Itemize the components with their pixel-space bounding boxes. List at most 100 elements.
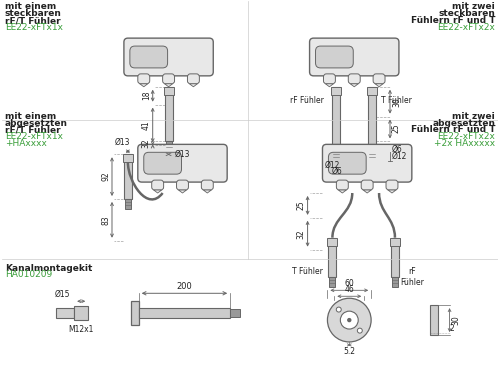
Bar <box>139 308 230 318</box>
Text: 5.2: 5.2 <box>344 347 355 356</box>
Text: EE22-xFTx1x: EE22-xFTx1x <box>5 132 63 142</box>
Polygon shape <box>190 84 198 87</box>
Polygon shape <box>154 190 162 193</box>
Text: abgesetzten: abgesetzten <box>432 119 495 128</box>
Bar <box>123 154 133 162</box>
Bar <box>125 199 131 209</box>
Text: rF/T Fühler: rF/T Fühler <box>5 16 60 25</box>
Bar <box>391 238 399 277</box>
Text: 60: 60 <box>344 279 354 288</box>
Text: 30: 30 <box>392 97 401 107</box>
Text: EE22-xFTx1x: EE22-xFTx1x <box>5 23 63 32</box>
Bar <box>330 277 336 287</box>
Polygon shape <box>140 84 147 87</box>
FancyBboxPatch shape <box>138 144 227 182</box>
Text: +2x HAxxxxx: +2x HAxxxxx <box>434 139 495 148</box>
FancyBboxPatch shape <box>152 180 164 190</box>
Polygon shape <box>338 190 346 193</box>
Text: mit zwei: mit zwei <box>452 2 495 11</box>
Text: HA010209: HA010209 <box>5 270 52 279</box>
Text: Ø12: Ø12 <box>324 161 340 170</box>
Bar <box>368 87 376 151</box>
Text: Ø15: Ø15 <box>55 290 70 299</box>
Bar <box>164 87 173 95</box>
Bar <box>392 277 398 287</box>
Circle shape <box>358 328 362 333</box>
FancyBboxPatch shape <box>348 74 360 84</box>
Text: mit einem: mit einem <box>5 112 56 121</box>
Text: 200: 200 <box>176 282 192 291</box>
Text: 2: 2 <box>450 324 454 333</box>
Circle shape <box>348 319 351 322</box>
Bar <box>430 305 438 335</box>
Text: EE22-xFTx2x: EE22-xFTx2x <box>438 132 495 142</box>
Bar <box>328 238 336 277</box>
Text: T Fühler: T Fühler <box>380 96 412 105</box>
Bar <box>390 238 400 245</box>
Bar <box>164 87 172 141</box>
Text: 41: 41 <box>142 120 150 130</box>
Bar <box>74 306 88 320</box>
FancyBboxPatch shape <box>322 144 412 182</box>
Text: 32: 32 <box>142 138 150 148</box>
Text: mit einem: mit einem <box>5 2 56 11</box>
Text: 25: 25 <box>392 124 401 133</box>
FancyBboxPatch shape <box>188 74 200 84</box>
Bar <box>131 301 139 325</box>
Bar <box>124 154 132 199</box>
FancyBboxPatch shape <box>138 74 149 84</box>
Text: Fühlern rF und T: Fühlern rF und T <box>410 126 495 135</box>
Polygon shape <box>388 190 396 193</box>
Text: Ø6: Ø6 <box>392 144 402 153</box>
FancyBboxPatch shape <box>310 38 399 76</box>
Bar <box>166 141 172 151</box>
Polygon shape <box>375 84 383 87</box>
Bar <box>334 151 340 161</box>
Text: rF Fühler: rF Fühler <box>290 96 324 105</box>
FancyBboxPatch shape <box>176 180 188 190</box>
Bar <box>230 309 240 317</box>
FancyBboxPatch shape <box>144 152 182 174</box>
FancyBboxPatch shape <box>328 152 366 174</box>
Polygon shape <box>363 190 371 193</box>
Polygon shape <box>204 190 212 193</box>
Text: 92: 92 <box>101 172 110 181</box>
Text: +HAxxxx: +HAxxxx <box>5 139 46 148</box>
Text: Ø13: Ø13 <box>174 150 190 159</box>
Text: 25: 25 <box>296 200 306 210</box>
Bar <box>332 87 342 95</box>
FancyBboxPatch shape <box>130 46 168 68</box>
Circle shape <box>336 307 341 312</box>
FancyBboxPatch shape <box>373 74 385 84</box>
Text: 46: 46 <box>344 285 354 294</box>
Text: T Fühler: T Fühler <box>292 268 323 277</box>
Text: Ø6: Ø6 <box>332 167 342 176</box>
Text: mit zwei: mit zwei <box>452 112 495 121</box>
Text: Kanalmontagekit: Kanalmontagekit <box>5 263 92 273</box>
Text: 83: 83 <box>101 215 110 224</box>
Text: 18: 18 <box>142 91 150 100</box>
Bar <box>367 87 377 95</box>
Bar <box>328 238 338 245</box>
Text: steckbaren: steckbaren <box>438 9 495 18</box>
FancyBboxPatch shape <box>324 74 336 84</box>
Text: 30: 30 <box>452 315 460 325</box>
Polygon shape <box>164 84 172 87</box>
Text: rF/T Fühler: rF/T Fühler <box>5 126 60 135</box>
Polygon shape <box>178 190 186 193</box>
FancyBboxPatch shape <box>124 38 214 76</box>
Text: Ø12: Ø12 <box>392 152 407 161</box>
Bar <box>332 87 340 151</box>
Bar <box>369 151 375 161</box>
Text: EE22-xFTx2x: EE22-xFTx2x <box>438 23 495 32</box>
FancyBboxPatch shape <box>162 74 174 84</box>
FancyBboxPatch shape <box>316 46 354 68</box>
Circle shape <box>340 311 358 329</box>
FancyBboxPatch shape <box>202 180 213 190</box>
Polygon shape <box>326 84 334 87</box>
Text: abgesetzten: abgesetzten <box>5 119 68 128</box>
Text: 32: 32 <box>296 229 306 238</box>
FancyBboxPatch shape <box>361 180 373 190</box>
Text: M12x1: M12x1 <box>68 325 94 334</box>
Bar <box>56 308 74 318</box>
